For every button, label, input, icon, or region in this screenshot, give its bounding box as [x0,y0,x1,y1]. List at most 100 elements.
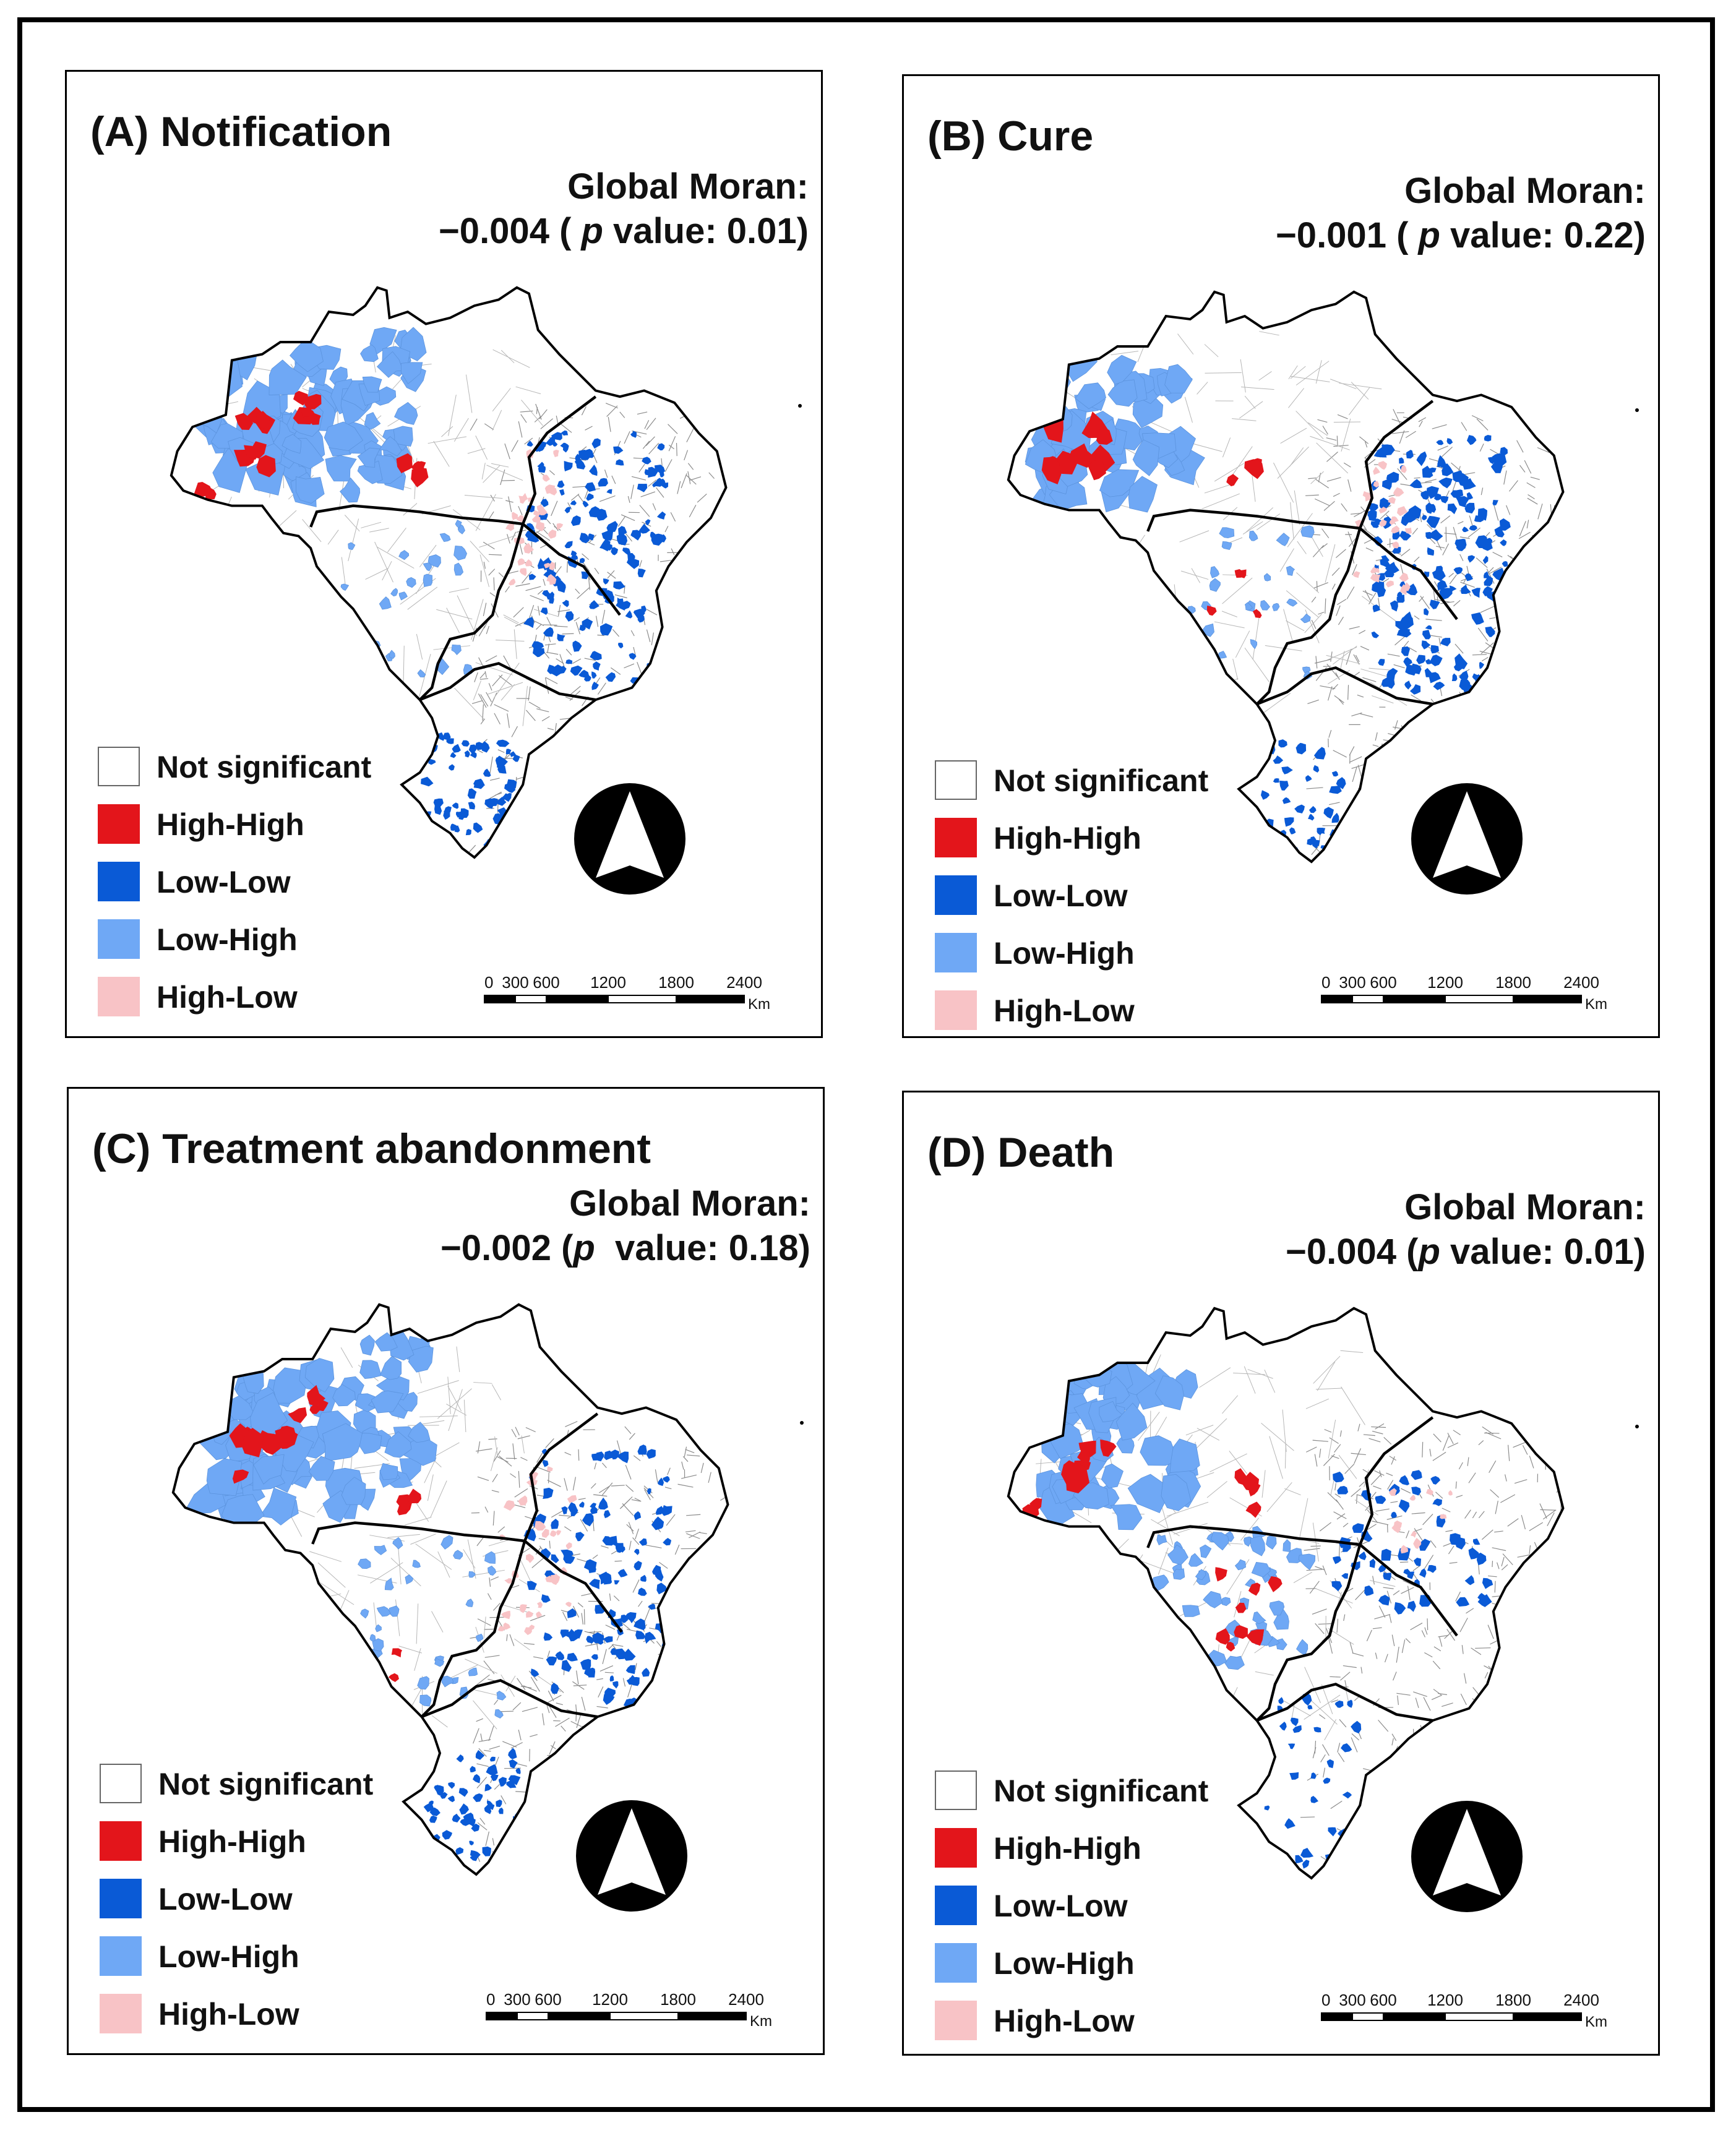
municipality-boundary [1424,1555,1434,1569]
municipality-boundary [1341,503,1347,512]
cluster-low-low [464,750,470,758]
cluster-low-low [630,431,637,438]
municipality-boundary [1382,856,1391,862]
cluster-low-low [606,489,612,494]
municipality-boundary [1499,1607,1514,1610]
cluster-low-high [308,1456,335,1481]
municipality-boundary [507,713,510,728]
municipality-boundary [586,541,595,546]
scale-tick-label: 2400 [726,973,762,992]
municipality-boundary [692,1826,695,1832]
cluster-low-low [1494,526,1505,538]
municipality-boundary [664,1487,672,1490]
scale-segment [1352,2012,1384,2021]
municipality-boundary [1305,1446,1317,1453]
municipality-boundary [545,677,558,684]
cluster-low-low [616,601,626,611]
cluster-low-low [660,591,667,598]
moran-value-line: −0.002 (p value: 0.18) [440,1226,810,1271]
municipality-boundary [1154,1417,1167,1438]
municipality-boundary [1443,753,1459,761]
municipality-boundary [1328,686,1333,701]
cluster-high-high [1252,609,1262,619]
cluster-high-low [567,1495,577,1503]
municipality-boundary [531,1777,545,1783]
municipality-boundary [1443,1774,1450,1784]
municipality-boundary [647,752,657,763]
municipality-boundary [665,628,672,637]
cluster-low-low [429,1807,440,1816]
municipality-boundary [551,1509,565,1518]
municipality-boundary [632,1579,640,1593]
cluster-low-low [1262,1752,1272,1759]
cluster-low-high [360,657,372,673]
municipality-boundary [1522,1445,1528,1455]
municipality-boundary [530,594,544,601]
cluster-low-low [621,1614,629,1623]
municipality-boundary [417,1380,459,1394]
cluster-low-low [1446,438,1453,445]
municipality-boundary [537,1467,551,1473]
municipality-boundary [562,633,574,635]
municipality-boundary [501,1674,515,1697]
municipality-boundary [1234,1591,1242,1618]
cluster-low-low [574,1629,583,1639]
municipality-boundary [1429,1449,1432,1457]
cluster-low-high [1128,476,1158,513]
cluster-low-high [376,351,403,378]
cluster-low-low [561,1549,574,1559]
municipality-boundary [1448,1545,1455,1555]
municipality-boundary [700,1462,704,1474]
municipality-boundary [1340,1350,1364,1354]
cluster-low-low [481,740,490,753]
municipality-boundary [241,1566,260,1574]
map-panel-d: (D) Death Global Moran: −0.004 (p value: 0… [902,1091,1660,2056]
cluster-low-low [496,796,507,806]
municipality-boundary [484,1655,500,1658]
municipality-boundary [513,607,524,618]
municipality-boundary [692,1856,698,1860]
municipality-boundary [330,661,343,692]
municipality-boundary [258,1344,264,1361]
cluster-low-low [1292,1725,1302,1733]
municipality-boundary [1309,1581,1320,1594]
cluster-low-low [1369,503,1378,511]
municipality-boundary [1519,1633,1532,1646]
municipality-boundary [1371,792,1378,805]
municipality-boundary [522,571,532,584]
municipality-boundary [570,1721,582,1727]
municipality-boundary [1338,616,1344,625]
cluster-low-low [658,588,666,596]
municipality-boundary [1551,439,1556,452]
north-arrow-icon [576,1800,687,1912]
municipality-boundary [1355,1588,1367,1600]
municipality-boundary [528,686,531,701]
cluster-low-high [281,434,302,454]
municipality-boundary [556,1777,559,1785]
cluster-low-low [1284,1818,1296,1829]
municipality-boundary [664,526,669,533]
municipality-boundary [570,493,580,501]
municipality-boundary [437,1388,472,1419]
cluster-low-high [324,421,364,452]
municipality-boundary [608,1644,614,1650]
cluster-low-high [374,1332,398,1352]
cluster-low-low [538,464,546,473]
municipality-boundary [554,625,568,627]
cluster-low-high [364,412,381,430]
cluster-low-low [1290,1717,1299,1727]
municipality-boundary [494,1699,499,1705]
municipality-boundary [1432,424,1447,429]
municipality-boundary [541,1854,548,1871]
municipality-boundary [490,692,497,706]
municipality-boundary [1039,1657,1044,1675]
municipality-boundary [1399,430,1405,444]
municipality-boundary [549,470,555,476]
municipality-boundary [513,1851,526,1861]
municipality-boundary [1544,695,1552,697]
cluster-low-low [1384,569,1394,578]
municipality-boundary [477,1822,488,1830]
municipality-boundary [631,1712,643,1725]
scale-tick-label: 300 [504,1990,530,2009]
municipality-boundary [1444,757,1447,763]
